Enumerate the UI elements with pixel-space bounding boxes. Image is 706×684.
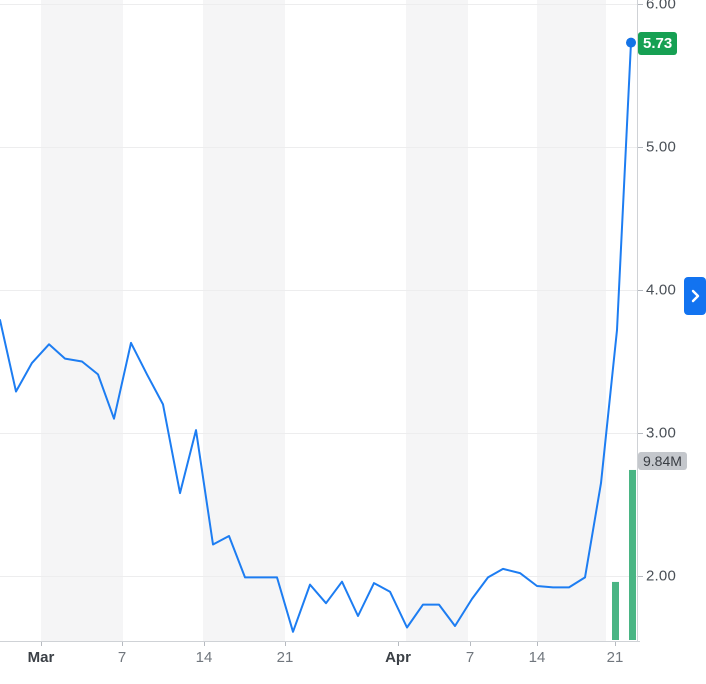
date-axis-label: 7	[117, 649, 127, 666]
date-axis-tick	[470, 641, 471, 646]
date-axis-tick	[122, 641, 123, 646]
date-axis-label: 7	[465, 649, 475, 666]
date-axis-tick	[537, 641, 538, 646]
plot-area[interactable]	[0, 0, 637, 641]
volume-bar	[612, 581, 619, 640]
date-axis-label: 21	[276, 649, 294, 666]
date-axis-label: Mar	[27, 649, 55, 666]
price-axis-label: 2.00	[646, 567, 676, 585]
date-axis-tick	[41, 641, 42, 646]
date-axis-tick	[398, 641, 399, 646]
date-axis-label: Apr	[385, 649, 411, 666]
volume-bar	[629, 469, 636, 640]
date-axis-line	[0, 641, 640, 642]
price-axis-label: 5.00	[646, 138, 676, 156]
price-axis-line	[637, 0, 638, 641]
price-axis-label: 3.00	[646, 424, 676, 442]
expand-chart-button[interactable]	[684, 277, 706, 315]
date-axis-label: 14	[195, 649, 213, 666]
price-axis-label: 4.00	[646, 281, 676, 299]
price-axis-tick	[637, 290, 643, 291]
volume-badge: 9.84M	[638, 452, 687, 470]
date-axis-label: 14	[528, 649, 546, 666]
price-axis-tick	[637, 433, 643, 434]
date-axis-tick	[615, 641, 616, 646]
price-line	[0, 41, 632, 633]
last-price-dot	[626, 37, 636, 48]
date-axis-label: 21	[606, 649, 624, 666]
chevron-right-icon	[691, 289, 700, 303]
last-price-badge: 5.73	[638, 32, 678, 55]
price-axis-tick	[637, 147, 643, 148]
price-axis-tick	[637, 4, 643, 5]
price-volume-canvas	[0, 37, 636, 640]
price-axis-tick	[637, 576, 643, 577]
date-axis-tick	[204, 641, 205, 646]
price-axis-label: 6.00	[646, 0, 676, 13]
date-axis-tick	[285, 641, 286, 646]
